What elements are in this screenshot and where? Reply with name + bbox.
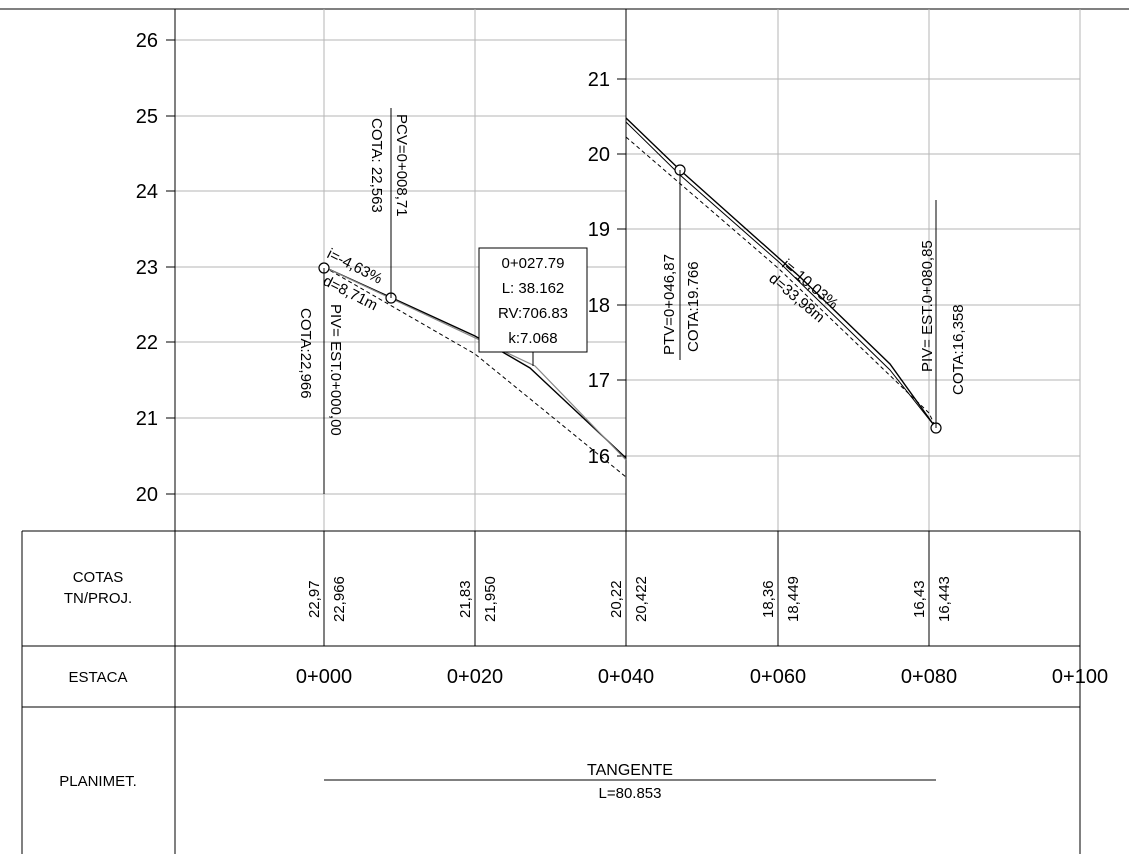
estaca-label: 0+040 — [598, 666, 654, 688]
cota-tn: 20,22 — [608, 580, 625, 618]
terrain-line-left — [323, 266, 627, 478]
y-tick-label: 23 — [136, 257, 158, 279]
y-tick-label: 21 — [136, 408, 158, 430]
row-header-cotas: TN/PROJ. — [64, 590, 132, 607]
piv-cota-label-left: COTA:22,966 — [297, 308, 314, 399]
estaca-label: 0+080 — [901, 666, 957, 688]
row-header-cotas: COTAS — [73, 569, 124, 586]
curve-station: 0+027.79 — [502, 255, 565, 272]
y-tick-label: 26 — [136, 30, 158, 52]
profile-lines — [318, 117, 942, 478]
curve-length: L: 38.162 — [502, 280, 565, 297]
y-tick-label: 25 — [136, 106, 158, 128]
y-tick-label: 20 — [588, 144, 610, 166]
y-tick-label: 21 — [588, 69, 610, 91]
planimetria-length: L=80.853 — [599, 785, 662, 802]
y-tick-label: 18 — [588, 295, 610, 317]
y-tick-label: 19 — [588, 219, 610, 241]
cota-tn: 22,97 — [306, 580, 323, 618]
cota-proj: 21,950 — [482, 576, 499, 622]
left-profile-panel: 26 25 24 23 22 21 20 — [136, 9, 626, 531]
profile-table: COTAS TN/PROJ. ESTACA PLANIMET. 22,97 22… — [21, 530, 1108, 854]
pcv-cota-label: COTA: 22,563 — [368, 118, 385, 213]
curve-rv: RV:706.83 — [498, 305, 568, 322]
estaca-label: 0+060 — [750, 666, 806, 688]
cota-proj: 16,443 — [936, 576, 953, 622]
cota-tn: 18,36 — [760, 580, 777, 618]
cota-tn: 16,43 — [911, 580, 928, 618]
estaca-label: 0+000 — [296, 666, 352, 688]
curve-k: k:7.068 — [508, 330, 557, 347]
right-profile-panel: 21 20 19 18 17 16 — [588, 9, 1081, 531]
ptv-label: PTV=0+046,87 — [661, 254, 678, 355]
row-header-planimet: PLANIMET. — [59, 773, 137, 790]
y-tick-label: 16 — [588, 446, 610, 468]
vertical-curve-box — [478, 247, 588, 353]
ptv-cota-label: COTA:19.766 — [685, 261, 702, 352]
pcv-label: PCV=0+008,71 — [393, 114, 410, 217]
cota-proj: 22,966 — [331, 576, 348, 622]
y-tick-label: 17 — [588, 370, 610, 392]
design-grade-line-right-2 — [625, 121, 937, 429]
profile-annotations: PCV=0+008,71 COTA: 22,563 i=-4,63% d=8,7… — [297, 108, 967, 494]
estaca-label: 0+100 — [1052, 666, 1108, 688]
cota-proj: 18,449 — [785, 576, 802, 622]
y-tick-label: 22 — [136, 332, 158, 354]
cota-proj: 20,422 — [633, 576, 650, 622]
cota-tn: 21,83 — [457, 580, 474, 618]
y-tick-label: 20 — [136, 484, 158, 506]
terrain-line-right — [625, 136, 937, 429]
design-grade-line-right — [625, 117, 937, 429]
planimetria-title: TANGENTE — [587, 762, 673, 779]
piv-label-left: PIV= EST.0+000,00 — [327, 304, 344, 436]
y-tick-label: 24 — [136, 181, 158, 203]
row-header-estaca: ESTACA — [69, 669, 128, 686]
piv-cota-label-right: COTA:16,358 — [950, 304, 967, 395]
estaca-label: 0+020 — [447, 666, 503, 688]
piv-label-right: PIV= EST.0+080,85 — [919, 240, 936, 372]
